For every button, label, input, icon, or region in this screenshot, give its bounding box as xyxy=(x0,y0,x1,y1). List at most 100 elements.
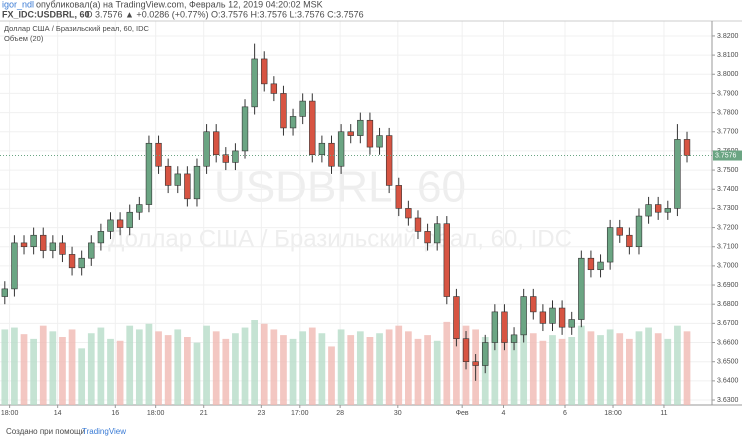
volume-bar xyxy=(11,327,18,405)
volume-bar xyxy=(145,323,153,405)
x-tick-label: 6 xyxy=(563,410,567,417)
candle-body xyxy=(443,223,450,297)
candle-body xyxy=(539,311,547,324)
volume-bar xyxy=(606,329,614,405)
candle-body xyxy=(453,296,460,340)
candle-body xyxy=(11,242,18,290)
volume-bar xyxy=(520,327,528,405)
candle-body xyxy=(549,307,556,324)
candle-body xyxy=(155,142,162,167)
candle-body xyxy=(664,208,671,213)
y-tick-label: 3.7500 xyxy=(717,167,739,174)
volume-bar xyxy=(654,333,662,405)
candle-body xyxy=(116,219,124,228)
volume-bar xyxy=(1,329,9,405)
x-tick-label: 23 xyxy=(257,410,265,417)
symbol: FX_IDC:USDBRL, 60 xyxy=(2,9,90,19)
candle-body xyxy=(597,261,604,271)
volume-bar xyxy=(597,335,604,405)
volume-bar xyxy=(683,331,691,405)
candle-body xyxy=(174,173,181,186)
candle-body xyxy=(472,361,479,366)
volume-bar xyxy=(164,335,172,405)
volume-bar xyxy=(116,340,124,405)
candle-body xyxy=(385,135,393,186)
volume-bar xyxy=(433,340,441,405)
candle-body xyxy=(107,219,114,232)
y-tick-label: 3.8100 xyxy=(717,52,739,59)
volume-bar xyxy=(193,342,201,405)
candle-body xyxy=(635,215,643,248)
candle-body xyxy=(232,150,239,163)
candle-body xyxy=(645,204,652,217)
candle-body xyxy=(405,208,412,219)
volume-bar xyxy=(87,333,95,405)
volume-bar xyxy=(510,335,518,405)
candle-body xyxy=(578,257,585,320)
candle-body xyxy=(347,131,354,136)
candle-body xyxy=(318,142,326,156)
volume-bar xyxy=(289,338,297,405)
volume-bar xyxy=(587,331,595,405)
candle-body xyxy=(289,116,297,129)
volume-bar xyxy=(356,331,364,405)
candle-body xyxy=(49,242,57,251)
volume-bar xyxy=(30,338,37,405)
candle-body xyxy=(30,234,37,248)
volume-bar xyxy=(241,327,249,405)
volume-bar xyxy=(453,320,460,405)
x-tick-label: Фев xyxy=(456,410,469,417)
y-tick-label: 3.6700 xyxy=(717,320,739,327)
volume-bar xyxy=(49,331,57,405)
volume-bar xyxy=(68,329,76,405)
volume-bar xyxy=(568,337,576,405)
volume-bar xyxy=(232,333,239,405)
candle-body xyxy=(376,135,383,148)
candle-body xyxy=(40,234,47,251)
candle-body xyxy=(357,119,364,136)
y-tick-label: 3.6400 xyxy=(717,378,739,385)
quote: D 3.7576 ▲ +0.0286 (+0.77%) O:3.7576 H:3… xyxy=(86,9,364,19)
candle-body xyxy=(587,257,595,271)
x-tick-label: 14 xyxy=(54,410,62,417)
candle-body xyxy=(337,131,345,167)
volume-bar xyxy=(376,333,383,405)
volume-bar xyxy=(126,325,134,405)
volume-bar xyxy=(664,338,672,405)
y-tick-label: 3.6300 xyxy=(717,397,739,404)
x-tick-label: 18:00 xyxy=(604,410,622,417)
y-tick-label: 3.8000 xyxy=(717,71,739,78)
volume-bar xyxy=(222,338,230,405)
candle-body xyxy=(222,154,229,163)
volume-bar xyxy=(135,329,143,405)
footer-brand[interactable]: TradingView xyxy=(82,427,126,436)
volume-bar xyxy=(299,331,307,405)
footer-text: Создано при помощи xyxy=(6,427,85,436)
y-tick-label: 3.7000 xyxy=(717,263,739,270)
volume-bar xyxy=(347,335,355,405)
candle-body xyxy=(261,58,268,85)
volume-bar xyxy=(328,346,335,405)
volume-bar xyxy=(549,335,556,405)
y-tick-label: 3.7200 xyxy=(717,224,739,231)
candle-body xyxy=(674,139,681,209)
y-tick-label: 3.7700 xyxy=(717,129,739,136)
y-tick-label: 3.7400 xyxy=(717,186,739,193)
x-tick-label: 17:00 xyxy=(291,410,309,417)
legend-entry: Объем (20) xyxy=(4,34,44,43)
x-tick-label: 21 xyxy=(200,410,208,417)
volume-bar xyxy=(424,335,431,405)
volume-bar xyxy=(174,329,182,405)
candle-body xyxy=(491,311,499,343)
candle-body xyxy=(626,234,633,248)
volume-bar xyxy=(78,348,86,405)
candle-body xyxy=(309,100,316,156)
y-tick-label: 3.7800 xyxy=(717,109,739,116)
volume-bar xyxy=(107,338,114,405)
volume-bar xyxy=(501,338,508,405)
y-tick-label: 3.6600 xyxy=(717,339,739,346)
volume-bar xyxy=(395,325,403,405)
volume-bar xyxy=(491,331,499,405)
author[interactable]: igor_ndl xyxy=(2,0,34,9)
